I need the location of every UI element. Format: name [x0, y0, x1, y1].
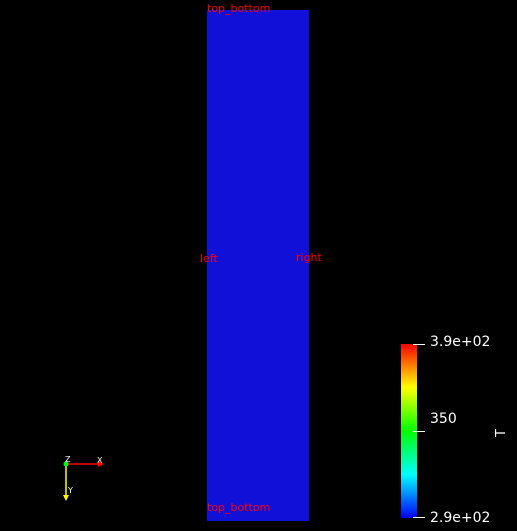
color-legend-mid-label: 350 — [430, 411, 457, 427]
patch-label-top: top_bottom — [207, 2, 271, 15]
color-legend-tick-min — [413, 517, 425, 518]
color-legend-tick-mid — [413, 431, 425, 432]
y-axis-label: Y — [67, 486, 73, 495]
z-axis-marker — [63, 461, 69, 467]
x-axis-arrowhead — [98, 461, 104, 467]
orientation-axes-widget: X Y Z — [52, 452, 112, 504]
color-legend-tick-max — [413, 344, 425, 345]
x-axis-label: X — [97, 456, 103, 465]
patch-label-bottom: top_bottom — [207, 501, 271, 514]
y-axis-arrowhead — [63, 495, 69, 501]
z-axis-label: Z — [65, 455, 71, 464]
patch-label-right: right — [296, 251, 322, 264]
color-legend-min-label: 2.9e+02 — [430, 510, 491, 526]
patch-label-left: left — [200, 252, 218, 265]
color-legend-bar[interactable] — [401, 344, 417, 518]
mesh-domain[interactable] — [207, 10, 309, 521]
color-legend-max-label: 3.9e+02 — [430, 334, 491, 350]
orientation-axes-icon: X Y Z — [63, 455, 104, 501]
color-legend-title: T — [494, 429, 509, 437]
